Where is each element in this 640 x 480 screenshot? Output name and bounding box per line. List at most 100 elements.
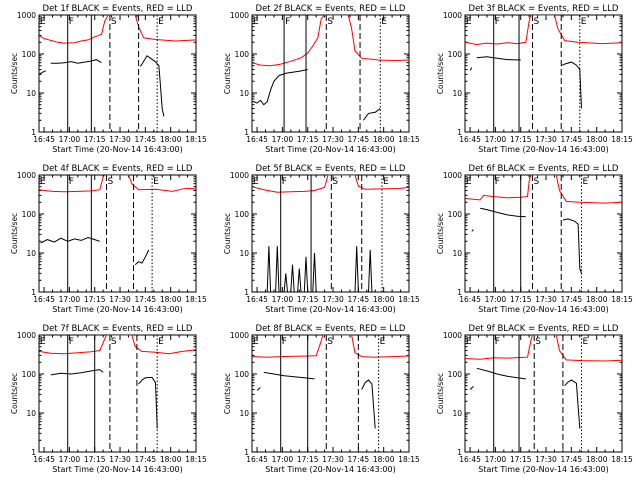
events-series-line xyxy=(39,70,47,75)
events-series-line xyxy=(266,246,317,292)
y-tick-label: 1000 xyxy=(230,11,249,20)
x-tick-label: 17:00 xyxy=(485,455,507,464)
plot-area xyxy=(465,335,622,429)
marker-label: E xyxy=(40,177,46,187)
x-tick-label: 18:00 xyxy=(160,295,182,304)
y-tick-label: 100 xyxy=(448,370,463,379)
events-series-line xyxy=(562,218,582,274)
x-tick-label: 17:45 xyxy=(135,295,157,304)
y-tick-label: 100 xyxy=(448,210,463,219)
y-axis-label: Counts/sec xyxy=(10,53,19,94)
events-series-line xyxy=(480,207,526,218)
events-series-line xyxy=(50,369,104,376)
events-series-line xyxy=(469,67,473,71)
y-tick-label: 10 xyxy=(452,89,462,98)
y-tick-label: 100 xyxy=(448,50,463,59)
y-axis-label: Counts/sec xyxy=(436,373,445,414)
x-tick-label: 17:15 xyxy=(297,295,319,304)
x-tick-label: 18:15 xyxy=(611,135,633,144)
y-axis-label: Counts/sec xyxy=(10,373,19,414)
events-series-line xyxy=(476,56,521,61)
plot-frame xyxy=(38,334,197,453)
marker-label: E xyxy=(381,17,387,27)
y-tick-label: 1000 xyxy=(230,331,249,340)
x-tick-label: 16:45 xyxy=(459,135,481,144)
x-tick-label: 18:00 xyxy=(373,135,395,144)
chart-title: Det 4f BLACK = Events, RED = LLD xyxy=(43,164,193,174)
lld-series-line xyxy=(39,175,196,193)
x-tick-label: 17:45 xyxy=(135,455,157,464)
chart-title: Det 1f BLACK = Events, RED = LLD xyxy=(43,4,193,14)
x-tick-label: 18:15 xyxy=(185,295,207,304)
x-tick-label: 16:45 xyxy=(459,295,481,304)
x-axis-label: Start Time (20-Nov-14 16:43:00) xyxy=(52,305,182,314)
marker-label: E xyxy=(40,17,46,27)
x-tick-label: 17:00 xyxy=(272,455,294,464)
lld-series-line xyxy=(252,335,409,358)
y-tick-label: 10 xyxy=(239,249,249,258)
lld-series-line xyxy=(465,175,622,204)
x-tick-label: 17:30 xyxy=(109,135,131,144)
x-tick-label: 18:15 xyxy=(611,455,633,464)
y-tick-label: 1000 xyxy=(17,11,36,20)
chart-title: Det 7f BLACK = Events, RED = LLD xyxy=(43,324,193,334)
chart-title: Det 3f BLACK = Events, RED = LLD xyxy=(469,4,619,14)
x-tick-label: 16:45 xyxy=(33,455,55,464)
x-tick-label: 17:45 xyxy=(348,295,370,304)
chart-panel-4: Det 4f BLACK = Events, RED = LLD 1 10 100 10… xyxy=(10,164,207,314)
chart-title: Det 2f BLACK = Events, RED = LLD xyxy=(256,4,406,14)
x-tick-label: 18:00 xyxy=(160,135,182,144)
plot-frame xyxy=(464,174,623,293)
x-axis-label: Start Time (20-Nov-14 16:43:00) xyxy=(265,145,395,154)
events-series-line xyxy=(50,59,102,64)
marker-label: F xyxy=(285,17,290,27)
marker-label: S xyxy=(111,337,117,347)
y-axis-label: Counts/sec xyxy=(223,373,232,414)
marker-label: E xyxy=(40,337,46,347)
x-tick-label: 17:15 xyxy=(510,295,532,304)
y-tick-label: 10 xyxy=(26,249,36,258)
y-tick-label: 1 xyxy=(31,288,36,297)
marker-label: S xyxy=(534,17,540,27)
marker-label: E xyxy=(581,17,587,27)
y-tick-label: 1 xyxy=(244,288,249,297)
y-tick-label: 1 xyxy=(31,448,36,457)
x-tick-label: 17:30 xyxy=(109,455,131,464)
x-tick-label: 18:00 xyxy=(586,295,608,304)
x-tick-label: 18:15 xyxy=(398,135,420,144)
x-tick-label: 17:00 xyxy=(59,135,81,144)
x-tick-label: 17:45 xyxy=(348,135,370,144)
chart-title: Det 9f BLACK = Events, RED = LLD xyxy=(469,324,619,334)
events-series-line xyxy=(354,246,373,292)
y-tick-label: 100 xyxy=(22,50,37,59)
x-tick-label: 18:15 xyxy=(185,455,207,464)
x-tick-label: 18:15 xyxy=(398,455,420,464)
marker-label: E xyxy=(582,177,588,187)
x-tick-label: 16:45 xyxy=(246,295,268,304)
y-tick-label: 10 xyxy=(26,409,36,418)
y-tick-label: 1000 xyxy=(443,171,462,180)
plot-frame xyxy=(464,14,623,133)
y-tick-label: 1000 xyxy=(443,11,462,20)
x-axis-label: Start Time (20-Nov-14 16:43:00) xyxy=(478,145,608,154)
x-tick-label: 17:30 xyxy=(535,455,557,464)
x-tick-label: 17:45 xyxy=(561,135,583,144)
plot-area xyxy=(252,175,409,292)
y-tick-label: 100 xyxy=(22,210,37,219)
marker-label: E xyxy=(380,337,386,347)
x-tick-label: 17:45 xyxy=(561,295,583,304)
chart-panel-8: Det 8f BLACK = Events, RED = LLD 1 10 100 10… xyxy=(223,324,420,474)
y-axis-label: Counts/sec xyxy=(10,213,19,254)
x-tick-label: 17:15 xyxy=(510,135,532,144)
events-series-line xyxy=(361,379,376,429)
x-axis-label: Start Time (20-Nov-14 16:43:00) xyxy=(265,305,395,314)
marker-label: S xyxy=(111,17,117,27)
marker-label: F xyxy=(282,177,287,187)
x-tick-label: 17:30 xyxy=(535,135,557,144)
lld-series-line xyxy=(39,15,196,44)
x-tick-label: 17:15 xyxy=(297,135,319,144)
x-tick-label: 17:30 xyxy=(535,295,557,304)
x-axis-label: Start Time (20-Nov-14 16:43:00) xyxy=(265,465,395,474)
marker-label: S xyxy=(327,337,333,347)
